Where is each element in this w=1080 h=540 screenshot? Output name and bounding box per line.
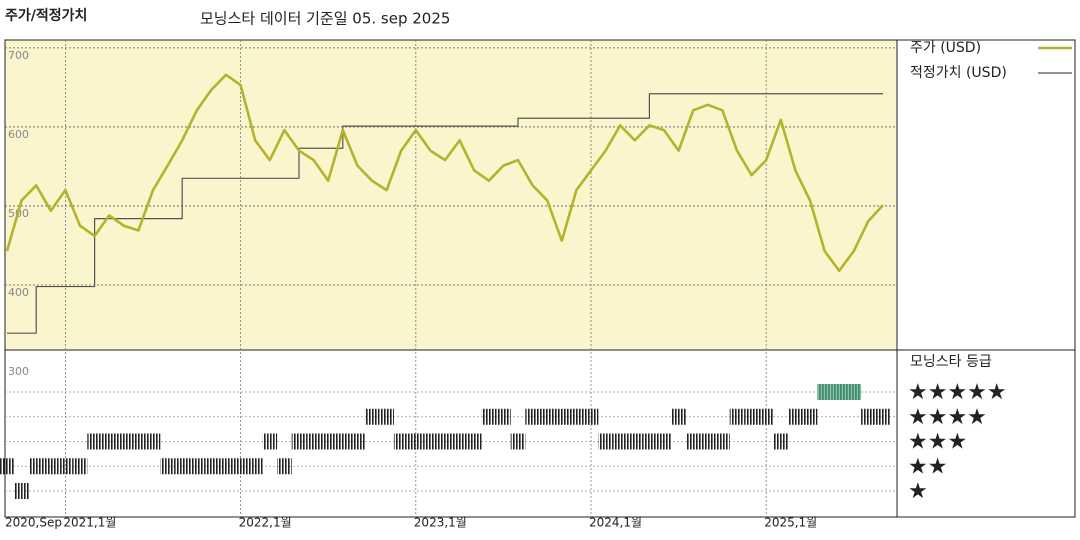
x-tick-label: 2022,1월	[239, 516, 292, 530]
rating-bar	[612, 433, 628, 450]
y-tick-label: 300	[8, 365, 29, 378]
legend-label: 적정가치 (USD)	[910, 65, 1007, 81]
rating-bar	[160, 458, 175, 475]
rating-bar	[554, 408, 570, 425]
rating-bar	[87, 433, 102, 450]
legend-label: 주가 (USD)	[910, 40, 981, 56]
rating-bar	[510, 433, 526, 450]
rating-label: ★★★★	[908, 405, 987, 430]
rating-bar	[583, 408, 599, 425]
rating-bar	[320, 433, 336, 450]
rating-bar	[379, 408, 394, 425]
rating-bar	[218, 458, 234, 475]
rating-bar	[656, 433, 672, 450]
rating-bar	[364, 408, 380, 425]
rating-bar	[28, 458, 44, 475]
x-tick-label: 2020,Sep	[5, 516, 62, 530]
rating-bar	[846, 384, 862, 400]
rating-bar	[481, 408, 497, 425]
rating-bar	[569, 408, 584, 425]
rating-bar	[408, 433, 424, 450]
frame	[4, 39, 1076, 518]
rating-bar	[423, 433, 438, 450]
rating-bar	[174, 458, 190, 475]
rating-bar	[131, 433, 146, 450]
rating-bar	[802, 408, 818, 425]
rating-bar	[116, 433, 132, 450]
rating-bar	[875, 408, 891, 425]
rating-bar	[204, 458, 219, 475]
rating-bar	[817, 384, 832, 400]
x-tick-label: 2021,1월	[63, 516, 116, 530]
rating-bar	[262, 433, 278, 450]
rating-bar	[715, 433, 730, 450]
chart-subtitle: 모닝스타 데이터 기준일 05. sep 2025	[200, 10, 450, 28]
rating-label: ★	[908, 479, 928, 504]
rating-bar	[525, 408, 540, 425]
rating-bar	[861, 408, 876, 425]
rating-bar	[0, 458, 15, 475]
y-tick-label: 600	[8, 128, 29, 141]
rating-bar	[466, 433, 482, 450]
rating-bar	[758, 408, 774, 425]
rating-bar	[773, 433, 789, 450]
rating-bar	[233, 458, 248, 475]
series-line	[7, 93, 883, 334]
x-tick-label: 2024,1월	[589, 516, 642, 530]
rating-bar	[58, 458, 73, 475]
rating-bar	[247, 458, 263, 475]
rating-bar	[452, 433, 467, 450]
rating-bar	[598, 433, 613, 450]
rating-bar	[335, 433, 351, 450]
rating-bar	[14, 483, 29, 499]
rating-label: ★★★	[908, 430, 967, 455]
rating-bar	[101, 433, 117, 450]
rating-bar	[72, 458, 88, 475]
rating-bar	[627, 433, 643, 450]
x-tick-label: 2023,1월	[414, 516, 467, 530]
rating-bar	[831, 384, 847, 400]
rating-bar	[539, 408, 555, 425]
rating-bar	[685, 433, 701, 450]
rating-bar	[671, 408, 686, 425]
rating-bar	[393, 433, 409, 450]
y-tick-label: 400	[8, 286, 29, 299]
rating-bar	[729, 408, 745, 425]
rating-bar	[350, 433, 365, 450]
rating-bar	[277, 458, 292, 475]
chart-title: 주가/적정가치	[5, 7, 87, 24]
rating-bar	[145, 433, 161, 450]
y-tick-label: 700	[8, 49, 29, 62]
rating-label: ★★★★★	[908, 380, 1007, 405]
rating-label: ★★	[908, 454, 947, 479]
rating-bar	[291, 433, 307, 450]
x-tick-label: 2025,1월	[764, 516, 817, 530]
rating-bar	[496, 408, 511, 425]
rating-bar	[744, 408, 759, 425]
rating-bar	[788, 408, 803, 425]
rating-bar	[43, 458, 59, 475]
rating-title: 모닝스타 등급	[910, 354, 992, 370]
rating-bar	[189, 458, 205, 475]
rating-bar	[306, 433, 321, 450]
plot-background	[5, 40, 897, 350]
series-line	[5, 73, 884, 273]
rating-bar	[700, 433, 716, 450]
rating-bar	[642, 433, 657, 450]
rating-bar	[437, 433, 453, 450]
